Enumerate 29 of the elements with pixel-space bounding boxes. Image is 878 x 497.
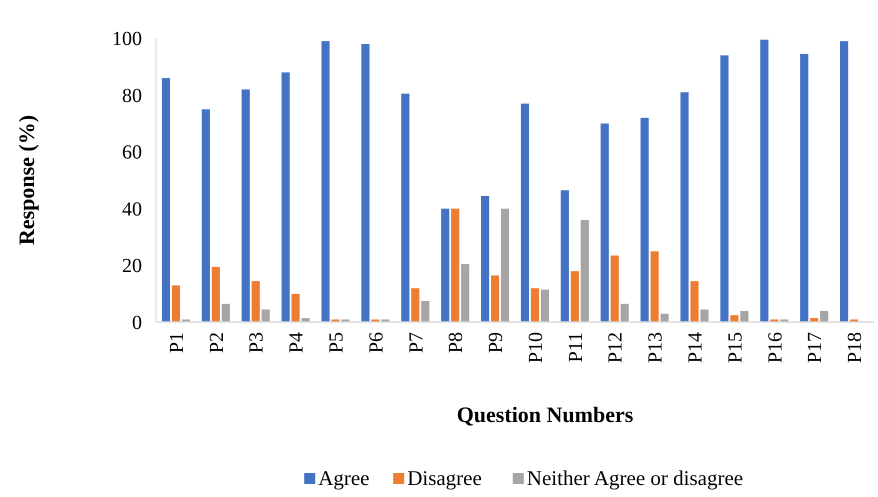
x-tick-label: P2 <box>206 332 228 354</box>
x-tick-label: P16 <box>764 332 786 364</box>
y-tick-label: 0 <box>132 312 142 334</box>
y-tick-label: 40 <box>122 198 142 220</box>
x-tick-label: P1 <box>166 332 188 354</box>
x-tick-label: P14 <box>684 332 706 364</box>
x-tick-label: P7 <box>405 332 428 354</box>
x-tick-label: P8 <box>445 332 468 354</box>
x-tick-label: P17 <box>804 332 826 364</box>
y-tick-label: 60 <box>122 142 142 164</box>
x-tick-label: P9 <box>485 332 508 354</box>
y-tick-label: 80 <box>122 84 142 107</box>
legend-label: Disagree <box>407 466 482 490</box>
x-tick-label: P5 <box>326 332 348 354</box>
x-tick-label: P10 <box>524 332 547 364</box>
legend-label: Agree <box>318 466 370 490</box>
y-tick-label: 100 <box>112 28 142 50</box>
x-axis-title: Question Numbers <box>456 402 634 427</box>
x-tick-label: P18 <box>844 332 866 364</box>
x-tick-label: P15 <box>724 332 746 364</box>
legend-label: Neither Agree or disagree <box>526 466 744 490</box>
x-tick-label: P13 <box>644 332 667 364</box>
x-tick-label: P11 <box>564 332 587 362</box>
y-axis-title: Response (%) <box>14 114 39 246</box>
x-tick-label: P12 <box>604 332 627 364</box>
x-tick-label: P4 <box>286 332 308 354</box>
x-tick-label: P6 <box>365 332 388 354</box>
x-tick-label: P3 <box>246 332 268 354</box>
y-tick-label: 20 <box>122 255 142 278</box>
